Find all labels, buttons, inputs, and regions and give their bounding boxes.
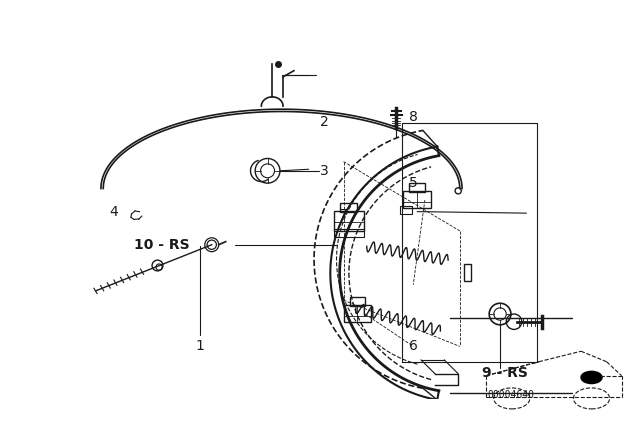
Text: 2: 2 [320,115,328,129]
Bar [334,211,364,231]
Text: 9 - RS: 9 - RS [482,366,527,380]
Bar [349,297,365,306]
Bar [344,305,371,322]
Text: 8: 8 [409,110,418,124]
Text: 00004640: 00004640 [488,390,534,400]
Text: 4: 4 [109,205,118,219]
Text: 6: 6 [409,340,418,353]
Text: 7: 7 [339,208,348,223]
Text: 1: 1 [196,340,205,353]
Bar [410,183,425,192]
Text: 10 - RS: 10 - RS [134,238,189,252]
Bar [465,264,470,281]
Text: 3: 3 [320,164,328,178]
Bar [340,203,358,212]
Bar [334,229,364,237]
Bar [403,191,431,208]
Text: 5: 5 [409,176,418,190]
Bar [400,206,412,214]
Circle shape [581,371,602,383]
